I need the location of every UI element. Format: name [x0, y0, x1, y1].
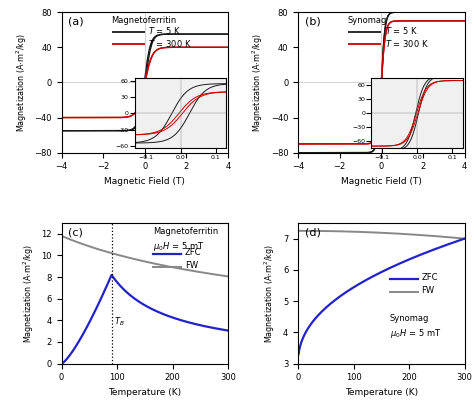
- Text: $T$ = 5 K: $T$ = 5 K: [148, 25, 182, 36]
- X-axis label: Magnetic Field (T): Magnetic Field (T): [104, 177, 185, 186]
- Y-axis label: Magnetization (A$\cdot$m$^2$/kg): Magnetization (A$\cdot$m$^2$/kg): [263, 244, 277, 343]
- Text: ZFC: ZFC: [185, 248, 201, 257]
- Text: ZFC: ZFC: [421, 274, 438, 282]
- X-axis label: Temperature (K): Temperature (K): [345, 388, 418, 397]
- Y-axis label: Magnetization (A$\cdot$m$^2$/kg): Magnetization (A$\cdot$m$^2$/kg): [21, 244, 36, 343]
- Text: Magnetoferritin: Magnetoferritin: [153, 227, 219, 236]
- Text: $T$ = 300 K: $T$ = 300 K: [148, 38, 192, 48]
- Text: Synomag: Synomag: [348, 16, 387, 25]
- Y-axis label: Magnetization (A$\cdot$m$^2$/kg): Magnetization (A$\cdot$m$^2$/kg): [251, 33, 265, 132]
- X-axis label: Temperature (K): Temperature (K): [108, 388, 182, 397]
- Text: $\mu_0 H$ = 5 mT: $\mu_0 H$ = 5 mT: [390, 327, 441, 340]
- Text: $T_B$: $T_B$: [114, 316, 125, 328]
- Y-axis label: Magnetization (A$\cdot$m$^2$/kg): Magnetization (A$\cdot$m$^2$/kg): [14, 33, 29, 132]
- Text: $T$ = 5 K: $T$ = 5 K: [384, 25, 418, 36]
- X-axis label: Magnetic Field (T): Magnetic Field (T): [341, 177, 422, 186]
- Text: Synomag: Synomag: [390, 314, 429, 323]
- Text: $\mu_0 H$ = 5 mT: $\mu_0 H$ = 5 mT: [153, 240, 204, 253]
- Text: (c): (c): [68, 227, 83, 237]
- Text: FW: FW: [185, 261, 198, 270]
- Text: (d): (d): [305, 227, 320, 237]
- Text: FW: FW: [421, 286, 434, 295]
- Text: $T$ = 300 K: $T$ = 300 K: [384, 38, 428, 48]
- Text: Magnetoferritin: Magnetoferritin: [111, 16, 177, 25]
- Text: (a): (a): [68, 16, 84, 26]
- Text: (b): (b): [305, 16, 320, 26]
